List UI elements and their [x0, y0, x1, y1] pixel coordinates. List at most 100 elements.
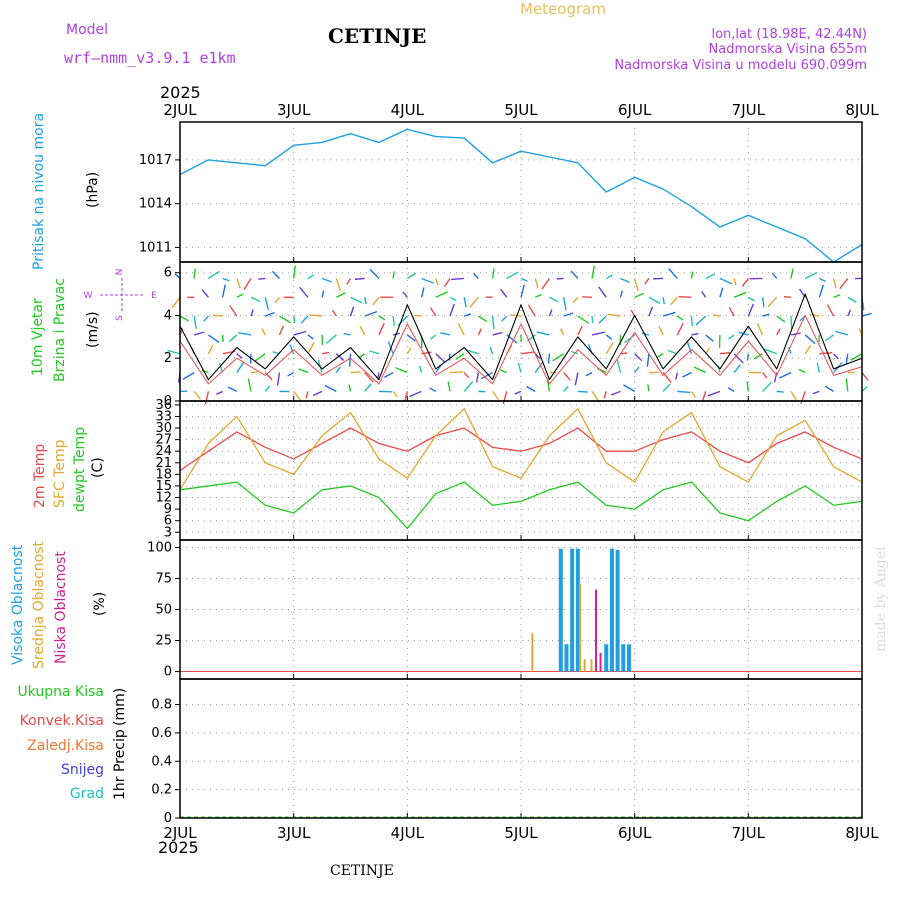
wind-arrow	[404, 391, 409, 402]
wind-arrow	[644, 278, 650, 285]
wind-arrow	[719, 352, 730, 355]
wind-arrow	[179, 315, 190, 322]
wind-arrow	[194, 331, 205, 336]
wind-arrow	[491, 316, 495, 330]
wind-arrow	[369, 268, 380, 279]
temp-ytick-label: 27	[155, 433, 172, 448]
wind-arrow	[761, 297, 765, 308]
wind-arrow	[274, 296, 281, 304]
compass-south: S	[115, 315, 125, 321]
wind-arrow	[733, 278, 737, 286]
wind-arrow	[221, 284, 226, 298]
x-tick-bottom: 6JUL	[618, 824, 652, 842]
temp-ytick-label: 36	[155, 398, 172, 413]
wind-arrow	[201, 289, 209, 298]
wind-arrow	[662, 311, 676, 317]
wind-arrow	[447, 381, 451, 392]
wind-arrow	[598, 286, 607, 298]
wind-arrow	[610, 390, 621, 396]
legend-total: Ukupna Kisa	[17, 684, 104, 700]
wind-ytick-label: 0	[164, 394, 172, 409]
wind-arrow	[693, 366, 707, 374]
wind-arrow	[193, 315, 197, 330]
wind-arrow	[668, 268, 678, 279]
wind-arrow	[321, 290, 325, 298]
temp-ylabel-2: SFC Temp	[52, 439, 68, 508]
year-top: 2025	[160, 83, 201, 102]
wind-arrow	[764, 348, 777, 355]
altitude-label: Nadmorska Visina 655m	[709, 42, 868, 57]
wind-arrow	[812, 390, 820, 395]
x-tick-top: 3JUL	[277, 101, 311, 119]
wind-arrow	[254, 353, 266, 362]
wind-arrow	[429, 387, 437, 392]
wind-arrow	[534, 278, 539, 289]
wind-arrow	[350, 371, 361, 374]
temp-ytick-label: 30	[155, 421, 172, 436]
x-tick-top: 4JUL	[391, 101, 425, 119]
wind-arrow	[591, 265, 595, 279]
wind-arrow	[448, 353, 451, 361]
wind-arrow	[171, 296, 181, 309]
cloud-ytick-label: 100	[147, 540, 172, 555]
wind-arrow	[238, 331, 252, 336]
temp-ytick-label: 24	[155, 444, 172, 459]
temp-ytick-label: 12	[155, 491, 172, 506]
wind-arrow	[585, 371, 593, 377]
wind-arrow	[534, 361, 544, 373]
compass-rose: N S W E	[84, 269, 158, 321]
x-tick-top: 5JUL	[504, 101, 538, 119]
cloud-bar-3	[595, 589, 598, 672]
wind-arrow	[443, 278, 451, 288]
wind-arrow	[570, 270, 579, 279]
wind-arrow	[463, 297, 467, 308]
wind-arrow	[414, 314, 422, 317]
pressure-unit: (hPa)	[85, 172, 101, 208]
wind-arrow	[364, 372, 374, 383]
wind-arrow	[228, 334, 238, 343]
cloud-bar-1	[626, 644, 631, 672]
wind-arrow	[247, 378, 252, 392]
wind-arrow	[727, 387, 735, 392]
wind-arrow	[563, 372, 571, 381]
legend-convective: Konvek.Kisa	[20, 713, 104, 729]
wind-arrow	[690, 390, 696, 398]
wind-ytick-label: 6	[164, 266, 172, 281]
wind-arrow	[312, 390, 323, 397]
wind-arrow	[670, 296, 678, 306]
wind-arrow	[463, 313, 472, 317]
wind-arrow	[761, 372, 768, 379]
wind-arrow	[534, 293, 542, 298]
wind-arrow	[429, 334, 437, 340]
wind-arrow	[473, 272, 479, 279]
wind-arrow	[250, 371, 259, 374]
temp-ytick-label: 6	[164, 514, 172, 529]
wind-arrow	[298, 368, 309, 374]
wind-arrow	[264, 385, 271, 392]
wind-arrow	[261, 328, 266, 336]
wind-arrow	[662, 297, 665, 305]
x-tick-bottom: 4JUL	[391, 824, 425, 842]
wind-arrow	[449, 303, 455, 317]
wind-arrow	[465, 349, 479, 355]
wind-arrow	[279, 315, 292, 324]
wind-arrow	[712, 314, 721, 317]
wind-arrow	[776, 390, 784, 393]
wind-arrow	[292, 316, 296, 324]
wind-arrow	[418, 365, 423, 373]
legend-snow: Snijeg	[61, 762, 104, 778]
wind-arrow	[826, 304, 835, 317]
wind-arrow	[762, 313, 770, 317]
wind-arrow	[463, 372, 470, 379]
wind-arrow	[798, 368, 806, 374]
wind-arrow	[325, 334, 337, 344]
x-tick-bottom: 3JUL	[277, 824, 311, 842]
wind-arrow	[861, 312, 872, 317]
wind-arrow	[392, 316, 396, 327]
wind-arrow	[480, 371, 493, 380]
footer-station: CETINJE	[330, 863, 394, 879]
wind-arrow	[208, 334, 220, 344]
wind-arrow	[719, 287, 724, 298]
